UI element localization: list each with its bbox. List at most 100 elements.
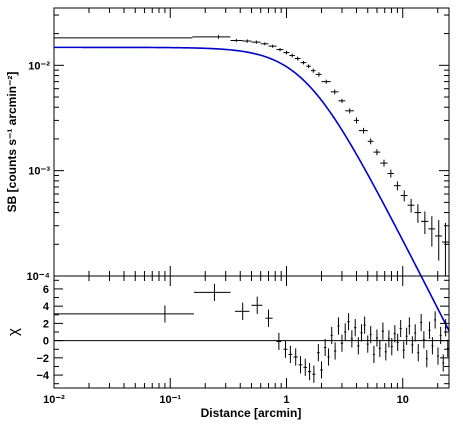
residual-data-point xyxy=(265,309,273,327)
sb-data-point xyxy=(367,138,374,145)
residual-data-point xyxy=(434,311,437,329)
residual-data-point xyxy=(298,356,303,374)
residual-data-point xyxy=(420,313,423,332)
x-axis-title: Distance [arcmin] xyxy=(201,406,302,420)
sb-data-point xyxy=(306,64,311,69)
residual-data-point xyxy=(417,344,420,362)
top-y-axis-ticks: 10⁻² 10⁻³ 10⁻⁴ xyxy=(27,14,449,283)
residual-data-point xyxy=(193,283,231,301)
top-y-axis-title: SB [counts s⁻¹ arcmin⁻²] xyxy=(5,72,19,213)
residual-data-point xyxy=(384,343,387,361)
residual-data-point xyxy=(323,338,327,357)
sb-data-point xyxy=(442,222,449,276)
sb-data-point xyxy=(310,68,316,73)
residual-data-point xyxy=(387,330,390,348)
sb-data-point xyxy=(421,211,429,235)
residual-data-point xyxy=(312,365,316,383)
sb-data-point xyxy=(345,108,354,114)
residual-data-point xyxy=(411,336,414,354)
residual-data-point xyxy=(251,296,263,314)
bottom-x-axis-ticks: 10⁻² 10⁻¹ 1 10 xyxy=(43,276,439,406)
residual-data-point xyxy=(333,342,337,360)
residual-data-point xyxy=(369,325,372,344)
sb-data-point xyxy=(407,198,415,213)
sb-data-point xyxy=(294,56,301,61)
sb-data-point xyxy=(353,117,359,124)
top-panel: 10⁻² 10⁻³ 10⁻⁴ SB [counts s⁻¹ arcmin⁻²] xyxy=(5,7,450,331)
sb-data-point xyxy=(242,39,252,43)
residual-data-point xyxy=(363,316,366,334)
residual-data-point xyxy=(372,345,375,364)
residual-data-point xyxy=(366,335,369,353)
residual-data-point xyxy=(340,334,344,352)
residual-data-point xyxy=(317,344,320,362)
top-y-tick-label: 10⁻³ xyxy=(28,166,50,178)
sb-data-point xyxy=(53,36,193,39)
residual-data-point xyxy=(303,358,307,376)
residual-data-point xyxy=(330,326,333,345)
residual-data-point xyxy=(283,340,288,358)
sb-data-point xyxy=(338,98,346,103)
residual-data-point xyxy=(402,341,405,359)
residual-data-point xyxy=(446,339,449,357)
bottom-y-tick-label: 6 xyxy=(43,284,49,296)
residual-data-point xyxy=(354,319,357,337)
sb-data-point xyxy=(414,204,422,223)
sb-data-point xyxy=(373,149,381,156)
residual-data-point xyxy=(396,333,399,351)
bottom-y-tick-label: −4 xyxy=(36,370,49,382)
residual-data-point xyxy=(350,330,353,348)
residual-data-point xyxy=(293,348,298,366)
bottom-y-tick-label: 4 xyxy=(43,301,50,313)
residual-data-points xyxy=(54,283,449,383)
sb-data-point xyxy=(230,38,243,43)
x-tick-label: 10⁻² xyxy=(43,394,65,406)
sb-data-point xyxy=(393,181,401,191)
residual-data-point xyxy=(375,329,378,347)
bottom-y-tick-label: 0 xyxy=(43,336,49,348)
x-tick-label: 1 xyxy=(283,394,289,406)
sb-data-point xyxy=(315,72,322,77)
bottom-y-axis-title: χ xyxy=(5,328,22,336)
residual-data-point xyxy=(234,302,250,320)
sb-data-point xyxy=(251,40,261,44)
residual-data-point xyxy=(428,321,431,339)
residual-data-point xyxy=(381,322,385,340)
residual-data-point xyxy=(360,324,363,342)
residual-data-point xyxy=(399,319,402,338)
sb-data-point xyxy=(330,89,339,95)
bottom-y-tick-label: 2 xyxy=(43,318,49,330)
top-x-axis-ticks xyxy=(53,8,439,276)
residual-data-point xyxy=(390,338,393,356)
sb-data-point xyxy=(435,220,443,261)
sb-data-point xyxy=(289,53,295,58)
sb-data-points xyxy=(53,35,449,276)
bottom-y-tick-label: −2 xyxy=(36,353,49,365)
sb-data-point xyxy=(400,190,408,202)
residual-data-point xyxy=(414,324,417,342)
residual-data-point xyxy=(442,354,445,372)
sb-data-point xyxy=(260,42,269,46)
sb-data-point xyxy=(276,48,284,52)
residual-data-point xyxy=(408,317,411,335)
residual-data-point xyxy=(436,347,439,365)
residual-data-point xyxy=(54,305,194,323)
residual-data-point xyxy=(422,331,425,349)
x-tick-label: 10⁻¹ xyxy=(159,394,181,406)
sb-data-point xyxy=(387,169,394,178)
beta-model-curve xyxy=(54,46,450,331)
residual-data-point xyxy=(444,319,447,337)
sb-data-point xyxy=(268,44,277,48)
bottom-panel-frame xyxy=(53,275,450,389)
residual-data-point xyxy=(425,350,428,368)
x-tick-label: 10 xyxy=(397,394,409,406)
sb-data-point xyxy=(192,35,231,39)
sb-data-point xyxy=(380,159,388,167)
sb-data-point xyxy=(283,50,290,55)
sb-data-point xyxy=(300,60,307,65)
residual-data-point xyxy=(327,348,330,366)
residual-data-point xyxy=(288,345,293,364)
residual-data-point xyxy=(320,361,323,379)
residual-data-point xyxy=(307,363,312,381)
